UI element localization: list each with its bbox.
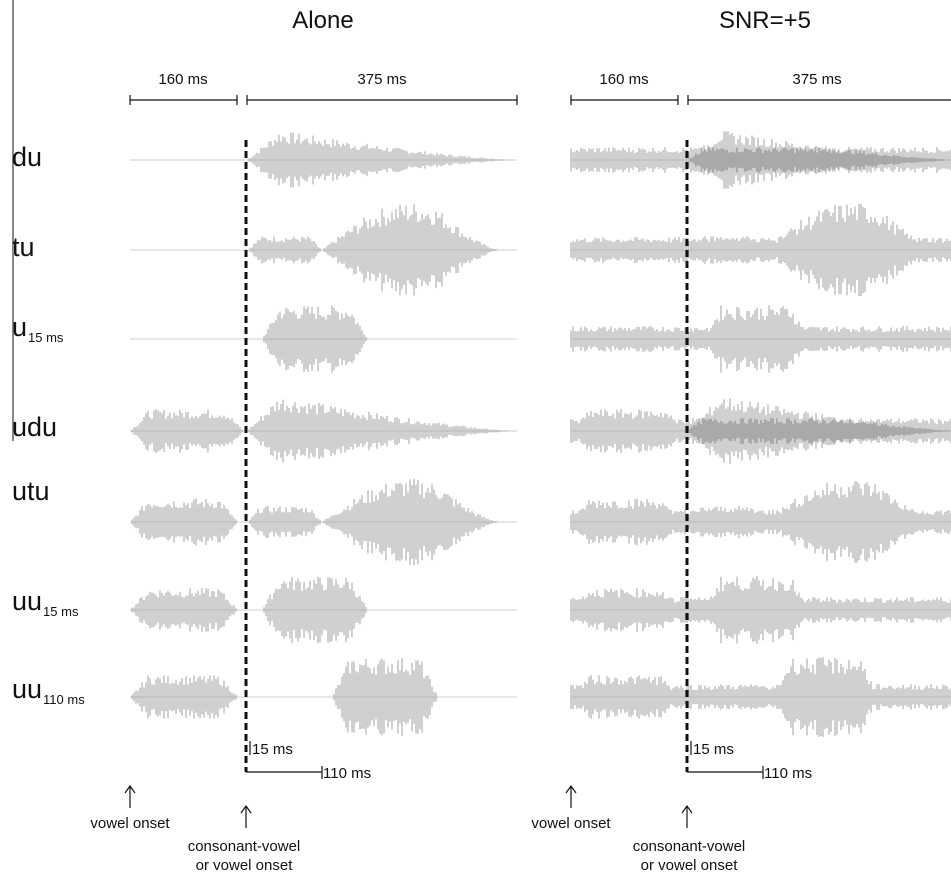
waveform-row-4 [131, 478, 499, 566]
vowel-onset-marker-alone: vowel onset [90, 784, 170, 832]
vowel-onset-label: vowel onset [531, 815, 611, 832]
cv-onset-marker-alone: consonant-vowel or vowel onset [188, 804, 301, 874]
row-label-uu15: uu15 ms [12, 586, 79, 619]
duration-label-pre: 160 ms [599, 71, 648, 88]
duration-label-main: 375 ms [357, 71, 406, 88]
gap-markers-snr: 15 ms 110 ms [687, 741, 812, 782]
waveform-row-4 [570, 481, 951, 563]
duration-bracket-pre-snr: 160 ms [570, 71, 679, 105]
row-label-tu: tu [12, 232, 35, 262]
row-label-du: du [12, 142, 42, 172]
waveform-row-5 [131, 576, 367, 644]
waveform-row-6 [570, 657, 951, 737]
waveform-row-2 [570, 305, 951, 373]
gap-label-110ms: 110 ms [764, 765, 812, 782]
duration-label-pre: 160 ms [158, 71, 207, 88]
cv-onset-label-line1: consonant-vowel [633, 838, 746, 855]
row-labels: du tu u15 ms udu utu uu15 ms uu110 ms [12, 142, 85, 707]
cv-onset-marker-snr: consonant-vowel or vowel onset [633, 804, 746, 874]
vowel-onset-marker-snr: vowel onset [531, 784, 611, 832]
waveform-row-0 [570, 131, 951, 189]
cv-onset-label-line2: or vowel onset [641, 857, 739, 874]
gap-label-15ms: 15 ms [693, 741, 734, 758]
row-label-utu: utu [12, 476, 50, 506]
cv-onset-label-line2: or vowel onset [196, 857, 294, 874]
waveform-row-5 [570, 576, 951, 644]
cv-onset-label-line1: consonant-vowel [188, 838, 301, 855]
waveform-row-0 [248, 132, 514, 188]
waveforms-alone [130, 132, 517, 736]
waveforms-snr [570, 131, 951, 737]
panel-title-alone: Alone [292, 7, 353, 34]
waveform-row-3 [570, 398, 951, 464]
duration-bracket-pre-alone: 160 ms [129, 71, 238, 105]
gap-markers-alone: 15 ms 110 ms [246, 741, 371, 782]
waveform-row-1 [249, 204, 499, 296]
panel-title-snr: SNR=+5 [719, 7, 811, 34]
duration-bracket-main-alone: 375 ms [246, 71, 518, 105]
gap-label-15ms: 15 ms [252, 741, 293, 758]
waveform-row-1 [570, 204, 951, 296]
gap-label-110ms: 110 ms [323, 765, 371, 782]
row-label-udu: udu [12, 412, 57, 442]
waveform-row-2 [263, 305, 367, 373]
row-label-uu110: uu110 ms [12, 674, 85, 707]
duration-label-main: 375 ms [792, 71, 841, 88]
vowel-onset-label: vowel onset [90, 815, 170, 832]
duration-bracket-main-snr: 375 ms [687, 71, 951, 105]
row-label-u15: u15 ms [12, 312, 64, 345]
waveform-row-6 [131, 658, 437, 736]
waveform-row-3 [131, 399, 516, 463]
